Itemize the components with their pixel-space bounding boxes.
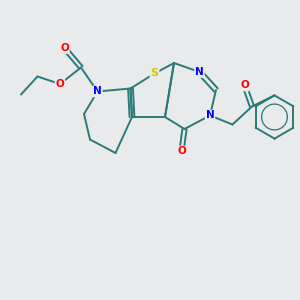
Text: O: O	[60, 43, 69, 53]
Text: O: O	[240, 80, 249, 91]
Text: S: S	[151, 68, 158, 79]
Text: N: N	[206, 110, 214, 121]
Text: O: O	[56, 79, 64, 89]
Text: N: N	[93, 86, 102, 97]
Text: N: N	[195, 67, 204, 77]
Text: O: O	[177, 146, 186, 157]
